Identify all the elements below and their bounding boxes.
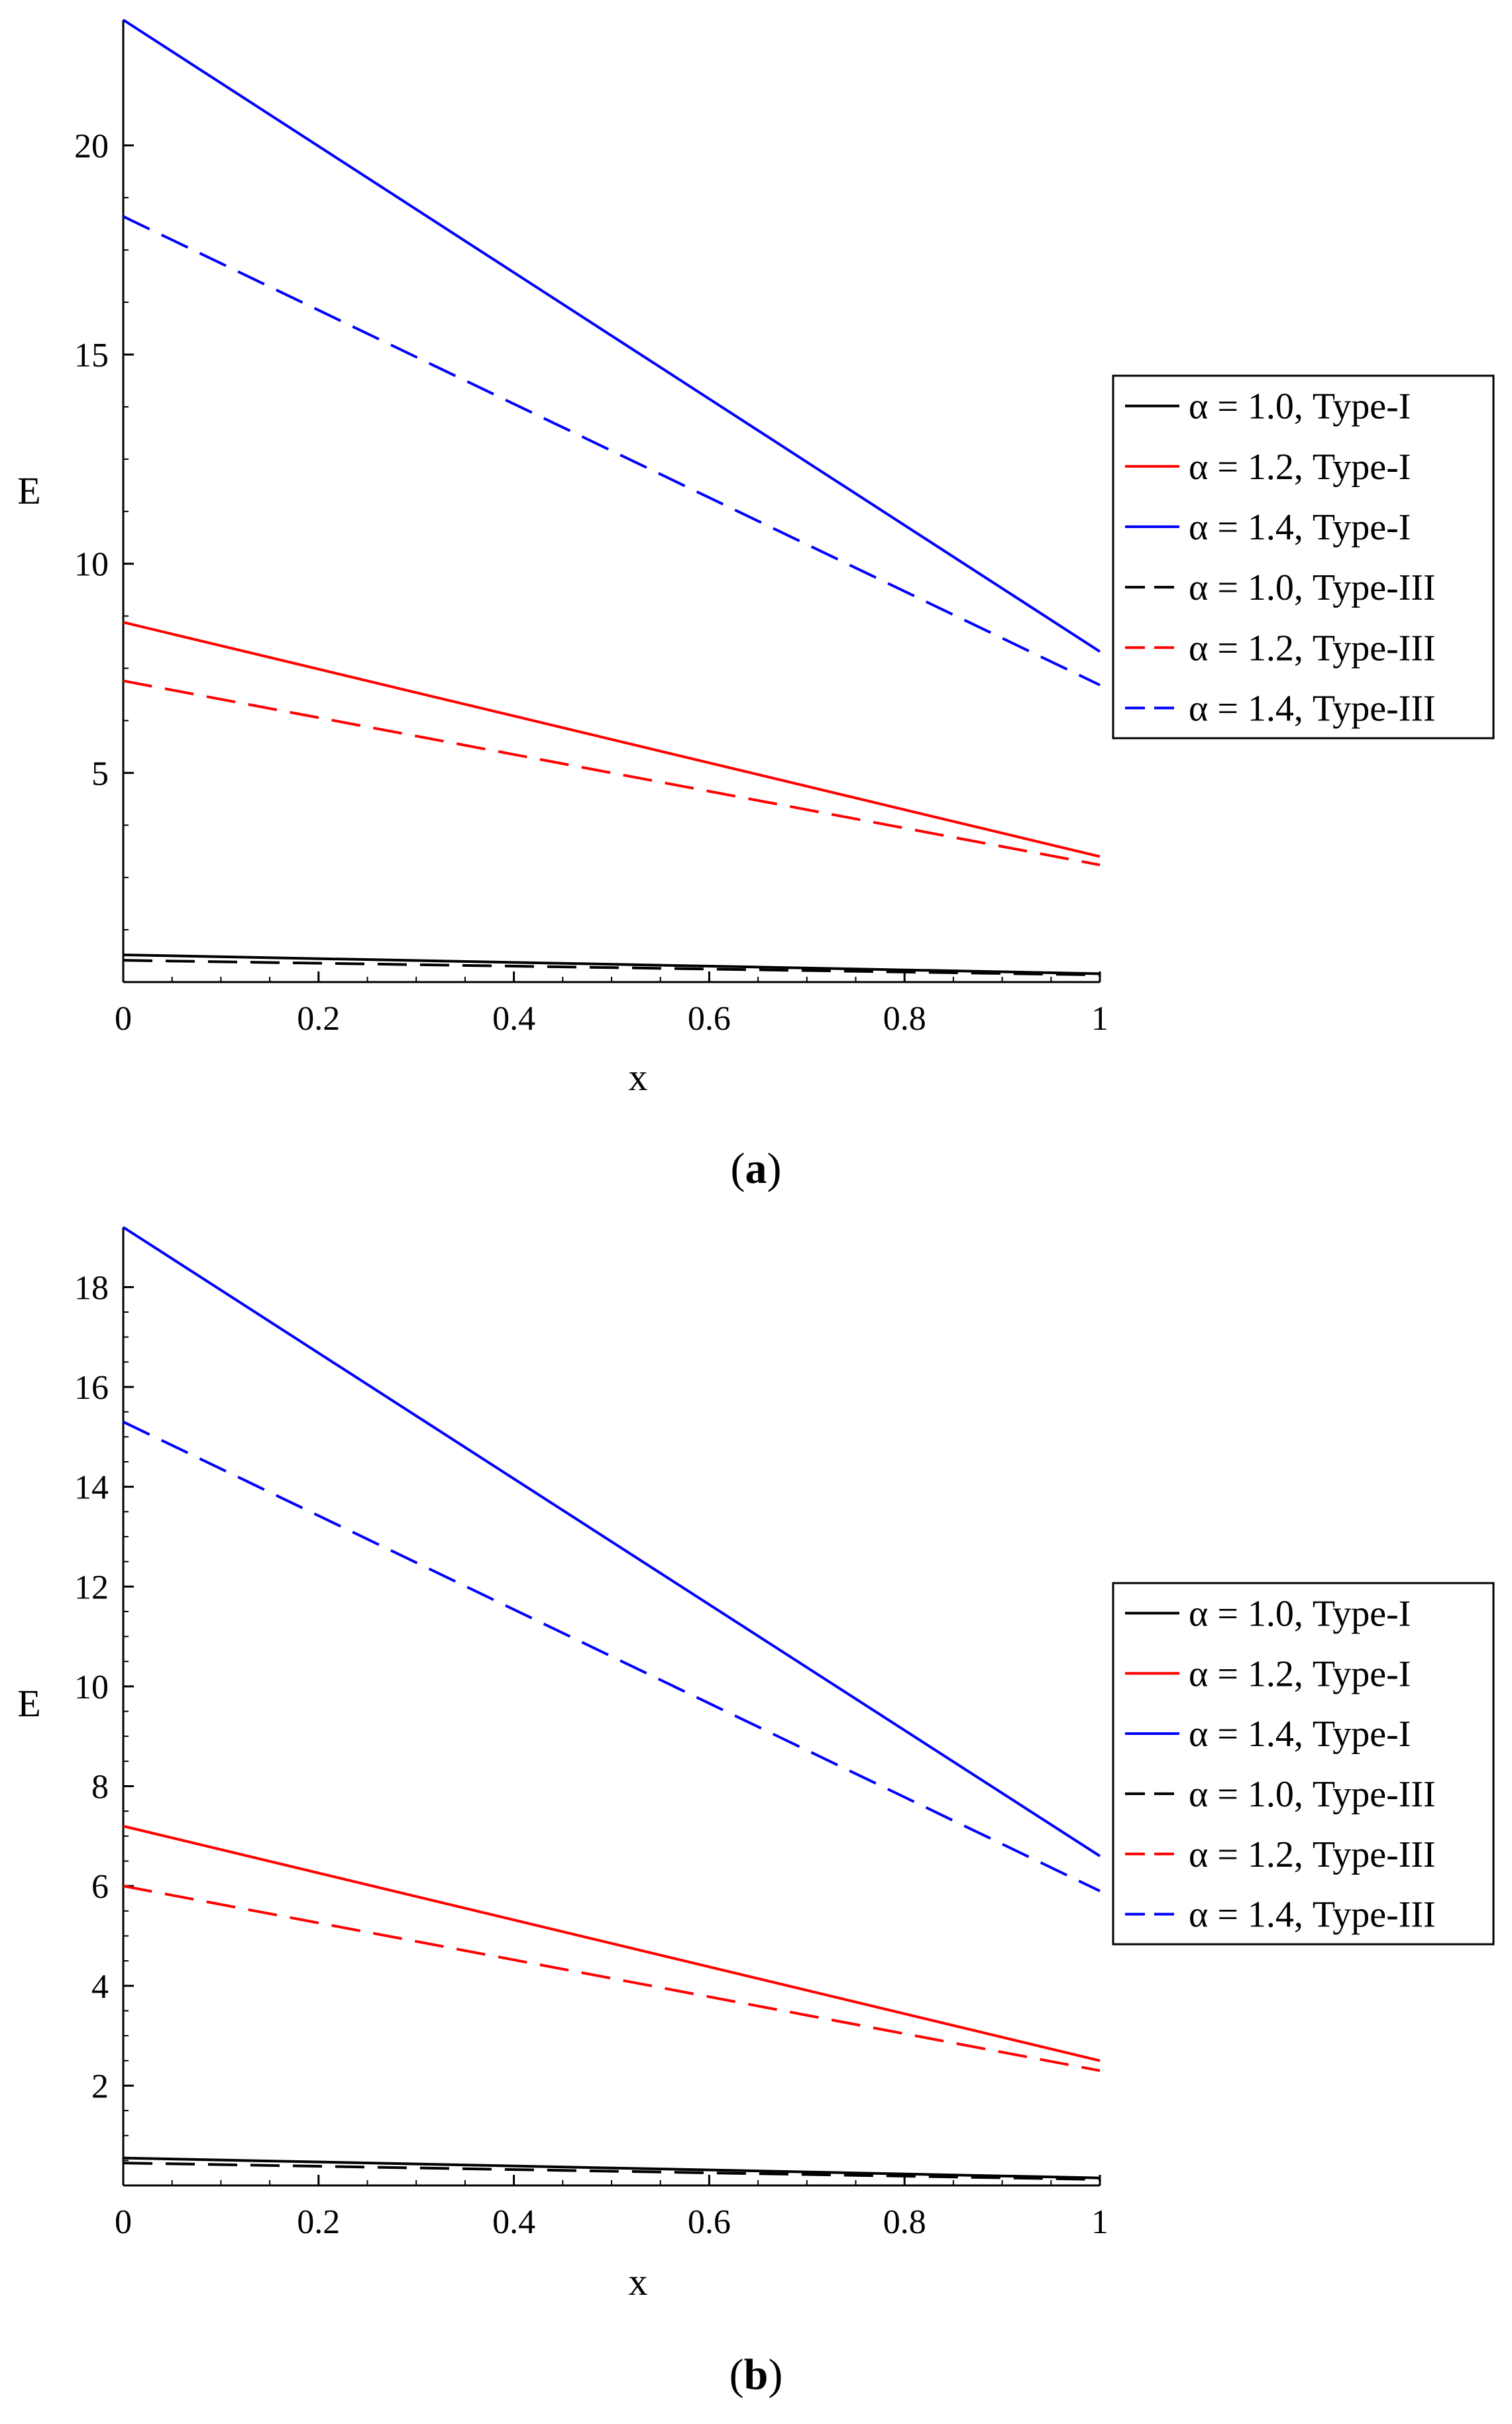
y-tick-label: 18 xyxy=(74,1269,109,1307)
series-line-6 xyxy=(123,1420,1101,1893)
series-line-1 xyxy=(123,2156,1101,2179)
x-tick-label: 1 xyxy=(1091,1000,1108,1038)
x-tick-label: 0.2 xyxy=(297,2203,340,2241)
x-tick-label: 0.6 xyxy=(688,1000,731,1038)
x-tick-label: 0.8 xyxy=(883,1000,926,1038)
series-line-3 xyxy=(122,1226,1101,1857)
y-tick-label: 12 xyxy=(74,1569,109,1606)
legend-label-2: α = 1.2, Type-I xyxy=(1189,1653,1411,1694)
legend-label-4: α = 1.0, Type-III xyxy=(1189,1774,1436,1815)
x-tick-label: 0.4 xyxy=(492,2203,535,2241)
y-tick-label: 4 xyxy=(91,1968,109,2006)
y-tick-label: 2 xyxy=(91,2067,109,2105)
series-line-3 xyxy=(122,19,1101,653)
legend-box xyxy=(1112,374,1495,740)
legend-box xyxy=(1112,1582,1495,1946)
y-tick-label: 14 xyxy=(74,1469,109,1507)
series-line-5 xyxy=(123,1885,1101,2072)
y-tick-label: 20 xyxy=(74,127,109,165)
legend-label-5: α = 1.2, Type-III xyxy=(1189,628,1436,669)
legend-label-3: α = 1.4, Type-I xyxy=(1189,1714,1411,1755)
y-axis-label: E xyxy=(17,469,40,512)
y-tick-label: 6 xyxy=(91,1868,109,1906)
y-tick-label: 10 xyxy=(74,546,109,584)
legend-label-3: α = 1.4, Type-I xyxy=(1189,507,1411,548)
legend-label-6: α = 1.4, Type-III xyxy=(1189,1895,1436,1936)
legend: α = 1.0, Type-I α = 1.2, Type-I α = 1.4, T… xyxy=(1112,1582,1495,1946)
legend-label-2: α = 1.2, Type-I xyxy=(1189,447,1411,488)
series-line-1 xyxy=(123,953,1101,975)
panel-caption: (b) xyxy=(729,2350,783,2399)
y-tick-label: 5 xyxy=(91,755,109,793)
x-tick-label: 0.6 xyxy=(688,2203,731,2241)
panel-caption-letter: a xyxy=(745,1144,767,1193)
legend-label-6: α = 1.4, Type-III xyxy=(1189,688,1436,729)
series-line-6 xyxy=(123,215,1101,687)
x-tick-label: 1 xyxy=(1091,2203,1108,2241)
series-line-4 xyxy=(123,2162,1101,2181)
y-axis-label: E xyxy=(17,1682,40,1725)
x-axis-label: x xyxy=(629,1056,648,1099)
x-tick-label: 0 xyxy=(115,1000,132,1038)
y-tick-label: 15 xyxy=(74,337,109,374)
x-tick-label: 0.4 xyxy=(492,1000,535,1038)
panel-caption-letter: b xyxy=(744,2350,769,2399)
y-tick-label: 8 xyxy=(91,1769,109,1806)
series-line-4 xyxy=(123,959,1101,977)
x-tick-label: 0.2 xyxy=(297,1000,340,1038)
series-line-2 xyxy=(123,1824,1101,2062)
legend-label-1: α = 1.0, Type-I xyxy=(1189,386,1411,427)
x-tick-label: 0.8 xyxy=(883,2203,926,2241)
series-line-2 xyxy=(123,621,1101,858)
panel-caption: (a) xyxy=(731,1144,782,1193)
legend-label-1: α = 1.0, Type-I xyxy=(1189,1593,1411,1634)
legend-label-4: α = 1.0, Type-III xyxy=(1189,567,1436,608)
series-line-5 xyxy=(123,679,1101,867)
x-axis-label: x xyxy=(629,2260,648,2303)
x-tick-label: 0 xyxy=(115,2203,132,2241)
y-tick-label: 16 xyxy=(74,1369,109,1407)
legend: α = 1.0, Type-I α = 1.2, Type-I α = 1.4, T… xyxy=(1112,374,1495,740)
y-tick-label: 10 xyxy=(74,1669,109,1706)
legend-label-5: α = 1.2, Type-III xyxy=(1189,1834,1436,1875)
